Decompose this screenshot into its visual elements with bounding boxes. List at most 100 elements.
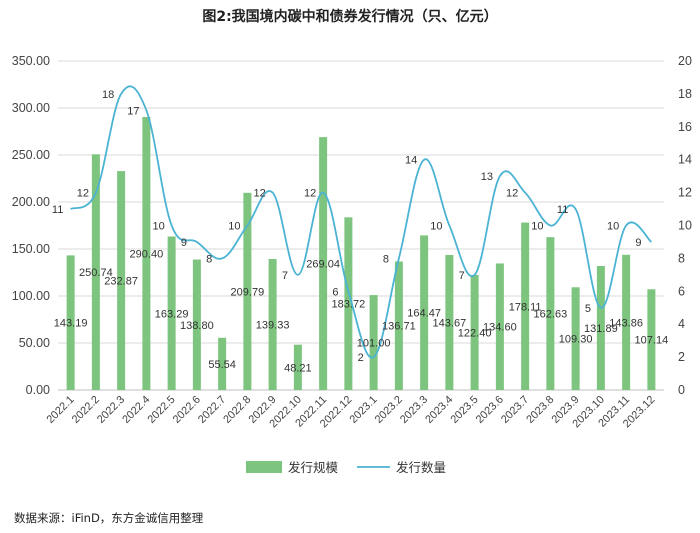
x-tick-label: 2023.1 [347, 394, 379, 426]
bar-value-label: 134.60 [483, 322, 517, 334]
bar-value-label: 250.74 [79, 267, 113, 279]
x-tick-label: 2022.2 [70, 394, 102, 426]
bar-value-label: 143.19 [54, 318, 88, 330]
line-value-label: 9 [181, 237, 187, 249]
x-tick-label: 2022.6 [171, 394, 203, 426]
y-right-tick-label: 18 [678, 87, 692, 101]
bar-value-label: 131.89 [584, 323, 618, 335]
source-note: 数据来源：iFinD，东方金诚信用整理 [14, 511, 204, 525]
x-tick-label: 2023.7 [499, 394, 531, 426]
bar-value-label: 163.29 [155, 308, 189, 320]
x-tick-label: 2023.4 [423, 394, 455, 426]
bar [167, 236, 176, 390]
line-value-label: 7 [459, 270, 465, 282]
bar [521, 222, 530, 390]
line-value-label: 11 [557, 204, 568, 216]
line-value-label: 8 [383, 253, 389, 265]
x-tick-label: 2023.2 [373, 394, 405, 426]
line-value-label: 10 [531, 221, 543, 233]
bar-value-label: 183.72 [332, 299, 366, 311]
bar [268, 259, 277, 390]
y-right-tick-label: 4 [678, 317, 685, 331]
bar [596, 266, 605, 390]
y-left-tick-label: 0.00 [26, 383, 50, 397]
line-labels: 11 12 18 17 10 9 8 10 12 7 12 6 2 8 14 10 7 13 12 10 11 5 10 9 [52, 89, 642, 364]
legend-bar-label: 发行规模 [288, 460, 339, 475]
y-right-tick-label: 14 [678, 153, 692, 167]
bar-value-label: 138.80 [180, 320, 214, 332]
line-value-label: 10 [607, 221, 619, 233]
x-tick-label: 2022.4 [120, 394, 152, 426]
bar [571, 287, 580, 390]
bar-value-label: 232.87 [104, 276, 138, 288]
chart-title: 图2:我国境内碳中和债券发行情况（只、亿元） [202, 8, 497, 25]
bar [91, 154, 100, 390]
x-tick-label: 2023.5 [448, 394, 480, 426]
line-value-label: 13 [481, 171, 493, 183]
x-tick-label: 2022.5 [145, 394, 177, 426]
line-value-label: 9 [635, 237, 641, 249]
y-right-tick-label: 20 [678, 54, 692, 68]
x-tick-label: 2022.8 [221, 394, 253, 426]
line-value-label: 5 [585, 303, 591, 315]
x-tick-label: 2022.3 [95, 394, 127, 426]
x-tick-label: 2023.6 [474, 394, 506, 426]
y-left-tick-label: 250.00 [12, 148, 50, 162]
bar-value-label: 136.71 [382, 321, 416, 333]
left-axis: 0.00 50.00 100.00 150.00 200.00 250.00 300.00 3… [12, 54, 50, 397]
y-left-tick-label: 100.00 [12, 289, 50, 303]
bar-value-label: 48.21 [284, 362, 312, 374]
line-value-label: 12 [506, 188, 518, 200]
line-value-label: 17 [127, 105, 139, 117]
line-value-label: 10 [153, 221, 165, 233]
bar [142, 117, 151, 391]
line-value-label: 11 [52, 204, 63, 216]
line-value-label: 14 [405, 155, 417, 167]
bar [117, 171, 126, 390]
bar-series [66, 117, 656, 391]
bar-value-label: 164.47 [407, 308, 441, 320]
line-series [70, 85, 653, 359]
line-value-label: 8 [206, 253, 212, 265]
bar [344, 217, 353, 390]
y-right-tick-label: 12 [678, 186, 692, 200]
bar [243, 192, 252, 390]
bar [369, 295, 378, 390]
y-left-tick-label: 200.00 [12, 195, 50, 209]
bar-value-label: 290.40 [130, 249, 164, 261]
bar-value-label: 122.40 [458, 327, 492, 339]
line-value-label: 12 [304, 188, 316, 200]
y-right-tick-label: 16 [678, 120, 692, 134]
bar-value-label: 101.00 [357, 338, 391, 350]
bar-value-label: 55.54 [208, 359, 236, 371]
line-value-label: 12 [254, 188, 266, 200]
line-value-label: 6 [332, 286, 338, 298]
bar-value-label: 162.63 [534, 309, 568, 321]
bar-value-label: 139.33 [256, 320, 290, 332]
bar [622, 254, 631, 390]
y-right-tick-label: 8 [678, 251, 685, 265]
bar [495, 263, 504, 390]
bar [293, 344, 302, 390]
x-tick-label: 2023.3 [398, 394, 430, 426]
legend: 发行规模 发行数量 [246, 460, 446, 475]
bar [394, 261, 403, 390]
bar-value-label: 269.04 [306, 259, 340, 271]
bar-value-label: 209.79 [231, 286, 265, 298]
legend-bar-swatch [246, 461, 282, 473]
line-value-label: 12 [77, 188, 89, 200]
y-left-tick-label: 150.00 [12, 242, 50, 256]
x-tick-label: 2023.8 [524, 394, 556, 426]
x-tick-label: 2022.1 [44, 394, 76, 426]
bar [319, 137, 328, 390]
bar [647, 289, 656, 390]
right-axis: 0 2 4 6 8 10 12 14 16 18 20 [678, 54, 692, 397]
bar-value-label: 107.14 [635, 335, 669, 347]
legend-line-label: 发行数量 [396, 460, 446, 475]
bar-value-label: 143.67 [433, 317, 467, 329]
bar-value-label: 109.30 [559, 334, 593, 346]
grid [58, 60, 664, 391]
bar-value-label: 178.11 [509, 301, 542, 313]
